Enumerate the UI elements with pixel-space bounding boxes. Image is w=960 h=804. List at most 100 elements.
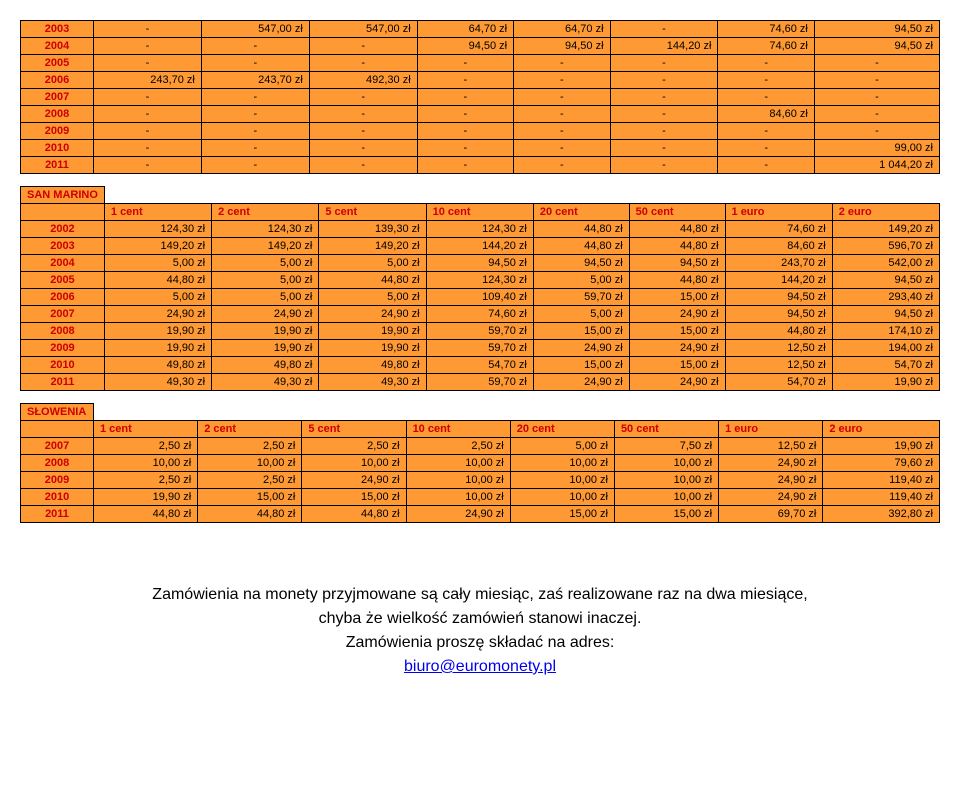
data-cell: 547,00 zł	[201, 21, 309, 38]
data-cell: 5,00 zł	[212, 272, 319, 289]
year-cell: 2008	[21, 323, 105, 340]
data-cell: -	[514, 157, 610, 174]
data-cell: 44,80 zł	[198, 506, 302, 523]
column-header: 1 cent	[104, 204, 211, 221]
table-row: 20072,50 zł2,50 zł2,50 zł2,50 zł5,00 zł7…	[21, 438, 940, 455]
data-cell: 74,60 zł	[718, 21, 814, 38]
year-cell: 2007	[21, 438, 94, 455]
data-cell: -	[417, 72, 513, 89]
year-cell: 2006	[21, 72, 94, 89]
data-cell: -	[718, 55, 814, 72]
section-label: SŁOWENIA	[21, 404, 94, 421]
data-cell: -	[610, 72, 718, 89]
data-cell: 5,00 zł	[319, 289, 426, 306]
data-cell: 5,00 zł	[104, 255, 211, 272]
data-cell: -	[514, 72, 610, 89]
data-cell: 194,00 zł	[832, 340, 939, 357]
data-cell: 243,70 zł	[201, 72, 309, 89]
data-cell: 5,00 zł	[533, 272, 629, 289]
data-cell: -	[201, 106, 309, 123]
data-cell: -	[610, 21, 718, 38]
data-cell: 19,90 zł	[832, 374, 939, 391]
data-cell: -	[610, 89, 718, 106]
data-cell: 15,00 zł	[198, 489, 302, 506]
table-row: 2011-------1 044,20 zł	[21, 157, 940, 174]
table-row: 2004---94,50 zł94,50 zł144,20 zł74,60 zł…	[21, 38, 940, 55]
data-cell: 24,90 zł	[302, 472, 406, 489]
year-cell: 2004	[21, 38, 94, 55]
data-cell: 15,00 zł	[629, 289, 725, 306]
data-cell: -	[94, 21, 202, 38]
data-cell: 19,90 zł	[94, 489, 198, 506]
data-cell: 15,00 zł	[533, 357, 629, 374]
data-cell: 84,60 zł	[725, 238, 832, 255]
data-cell: 49,80 zł	[212, 357, 319, 374]
data-cell: 293,40 zł	[832, 289, 939, 306]
data-cell: 54,70 zł	[426, 357, 533, 374]
data-cell: -	[814, 72, 939, 89]
data-cell: 74,60 zł	[718, 38, 814, 55]
data-cell: -	[718, 140, 814, 157]
data-cell: -	[718, 157, 814, 174]
data-cell: 24,90 zł	[104, 306, 211, 323]
data-cell: 44,80 zł	[629, 221, 725, 238]
data-cell: 94,50 zł	[832, 272, 939, 289]
data-cell: -	[309, 89, 417, 106]
data-cell: 24,90 zł	[629, 340, 725, 357]
data-cell: -	[201, 38, 309, 55]
table-slowenia: SŁOWENIA1 cent2 cent5 cent10 cent20 cent…	[20, 403, 940, 523]
table-row: 2007--------	[21, 89, 940, 106]
data-cell: -	[309, 123, 417, 140]
data-cell: -	[514, 140, 610, 157]
data-cell: 2,50 zł	[198, 472, 302, 489]
table-top: 2003-547,00 zł547,00 zł64,70 zł64,70 zł-…	[20, 20, 940, 174]
data-cell: -	[309, 106, 417, 123]
data-cell: 10,00 zł	[614, 489, 718, 506]
data-cell: 10,00 zł	[406, 455, 510, 472]
data-cell: -	[417, 140, 513, 157]
data-cell: 44,80 zł	[302, 506, 406, 523]
year-cell: 2011	[21, 374, 105, 391]
tables-container: 2003-547,00 zł547,00 zł64,70 zł64,70 zł-…	[20, 20, 940, 523]
data-cell: 99,00 zł	[814, 140, 939, 157]
data-cell: 24,90 zł	[319, 306, 426, 323]
data-cell: 15,00 zł	[510, 506, 614, 523]
data-cell: 24,90 zł	[533, 340, 629, 357]
year-cell: 2006	[21, 289, 105, 306]
footer-text: Zamówienia na monety przyjmowane są cały…	[20, 583, 940, 679]
data-cell: 243,70 zł	[725, 255, 832, 272]
data-cell: 243,70 zł	[94, 72, 202, 89]
data-cell: -	[514, 89, 610, 106]
table-row: 201144,80 zł44,80 zł44,80 zł24,90 zł15,0…	[21, 506, 940, 523]
data-cell: -	[610, 106, 718, 123]
column-header: 1 euro	[725, 204, 832, 221]
data-cell: 19,90 zł	[212, 323, 319, 340]
table-row: 2008------84,60 zł-	[21, 106, 940, 123]
data-cell: 10,00 zł	[510, 455, 614, 472]
data-cell: -	[94, 89, 202, 106]
data-cell: 119,40 zł	[823, 472, 940, 489]
data-cell: 12,50 zł	[725, 357, 832, 374]
data-cell: 64,70 zł	[514, 21, 610, 38]
data-cell: 139,30 zł	[319, 221, 426, 238]
data-cell: -	[417, 89, 513, 106]
data-cell: 19,90 zł	[319, 340, 426, 357]
data-cell: -	[610, 123, 718, 140]
table-row: 2010-------99,00 zł	[21, 140, 940, 157]
year-cell: 2011	[21, 506, 94, 523]
data-cell: -	[514, 55, 610, 72]
year-cell: 2004	[21, 255, 105, 272]
data-cell: 94,50 zł	[725, 289, 832, 306]
data-cell: 149,20 zł	[212, 238, 319, 255]
data-cell: -	[514, 123, 610, 140]
column-header: 10 cent	[426, 204, 533, 221]
data-cell: 49,30 zł	[212, 374, 319, 391]
year-cell: 2005	[21, 272, 105, 289]
data-cell: -	[417, 106, 513, 123]
data-cell: 144,20 zł	[725, 272, 832, 289]
data-cell: 59,70 zł	[533, 289, 629, 306]
data-cell: 24,90 zł	[629, 374, 725, 391]
year-cell: 2011	[21, 157, 94, 174]
footer-email-link[interactable]: biuro@euromonety.pl	[404, 658, 556, 675]
column-header: 50 cent	[629, 204, 725, 221]
